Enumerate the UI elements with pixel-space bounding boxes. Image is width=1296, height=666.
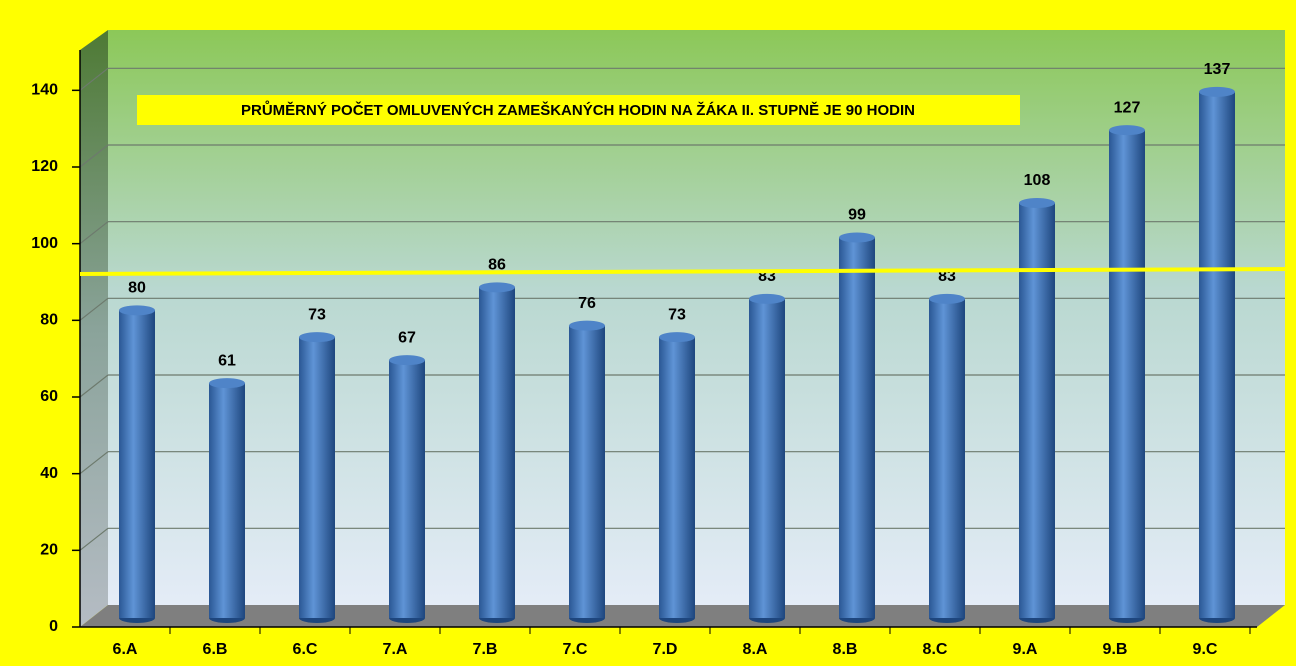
bar [209,383,245,618]
y-tick-label: 100 [31,235,58,252]
data-label: 127 [1114,99,1141,116]
y-tick-label: 140 [31,82,58,99]
y-tick-label: 20 [40,542,58,559]
x-tick-label: 6.A [113,641,138,658]
y-tick-label: 40 [40,465,58,482]
y-tick-label: 0 [49,618,58,635]
bar [929,298,965,618]
bar-top [749,293,785,304]
grid-line-side [79,144,109,168]
y-tick-label: 80 [40,312,58,329]
x-tick-label: 7.D [653,641,678,658]
data-label: 76 [578,295,596,312]
annotation-box [137,95,1020,125]
bar [389,360,425,618]
data-label: 67 [398,329,416,346]
bar [1019,203,1055,618]
bar [659,337,695,618]
bar [1199,91,1235,619]
y-tick-label: 60 [40,388,58,405]
x-tick-label: 6.B [203,641,228,658]
bar-top [659,332,695,343]
x-tick-label: 9.A [1013,641,1038,658]
bar-top [1109,125,1145,136]
bar-top [839,232,875,243]
grid-line-side [79,527,109,551]
bar [479,287,515,618]
bar [299,337,335,618]
bar [749,298,785,618]
grid-line-side [79,297,109,321]
grid-line-side [79,451,109,475]
x-tick-label: 7.B [473,641,498,658]
bar-top [299,332,335,343]
x-tick-label: 9.B [1103,641,1128,658]
data-label: 108 [1024,172,1051,189]
data-label: 137 [1204,61,1231,78]
data-label: 86 [488,257,506,274]
x-tick-label: 8.C [923,641,948,658]
bar-top [119,305,155,316]
bar [839,237,875,618]
x-tick-label: 7.C [563,641,588,658]
grid-line-side [79,374,109,398]
bar-top [1019,198,1055,208]
x-tick-label: 8.A [743,641,768,658]
annotation: PRŮMĚRNÝ POČET OMLUVENÝCH ZAMEŠKANÝCH HO… [241,100,915,119]
bar [569,325,605,618]
data-label: 61 [218,352,236,369]
grid-line-side [79,67,109,91]
bar [1109,130,1145,618]
data-label: 80 [128,280,146,297]
side-wall [80,30,108,627]
bar [119,310,155,618]
y-tick-label: 120 [31,158,58,175]
bar-top [929,293,965,304]
data-label: 73 [308,306,326,323]
bar-top [479,282,515,293]
grid-line-side [79,221,109,245]
bar-top [1199,86,1235,97]
bar-top [389,355,425,366]
x-tick-label: 7.A [383,641,408,658]
x-tick-label: 8.B [833,641,858,658]
average-line [79,267,1296,276]
data-label: 99 [848,207,866,224]
data-label: 73 [668,306,686,323]
bar-top [569,320,605,331]
bar-top [209,378,245,389]
x-tick-label: 6.C [293,641,318,658]
x-tick-label: 9.C [1193,641,1218,658]
